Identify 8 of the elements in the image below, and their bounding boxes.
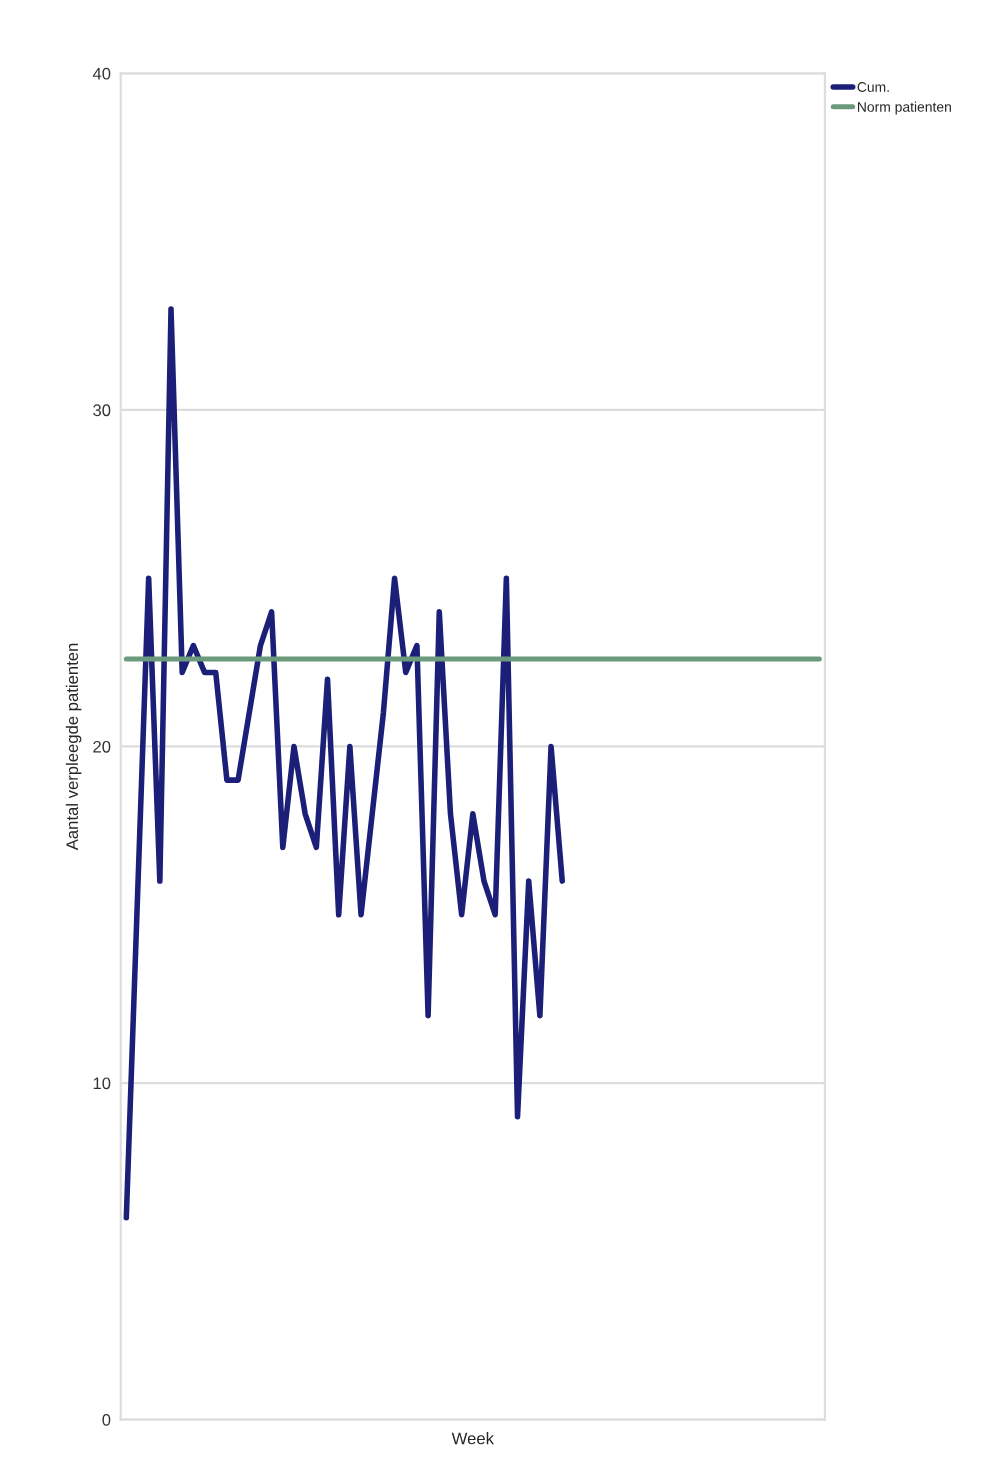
y-tick-label: 40 bbox=[92, 67, 111, 80]
y-tick-label: 10 bbox=[93, 1077, 111, 1090]
y-tick-label: 0 bbox=[102, 1413, 111, 1426]
y-axis-title: Aantal verpleegde patienten bbox=[65, 643, 82, 851]
y-tick-label: 30 bbox=[93, 404, 111, 417]
y-tick-label: 20 bbox=[93, 740, 111, 753]
line-series bbox=[123, 306, 566, 1221]
x-axis-title: Week bbox=[451, 1432, 494, 1445]
